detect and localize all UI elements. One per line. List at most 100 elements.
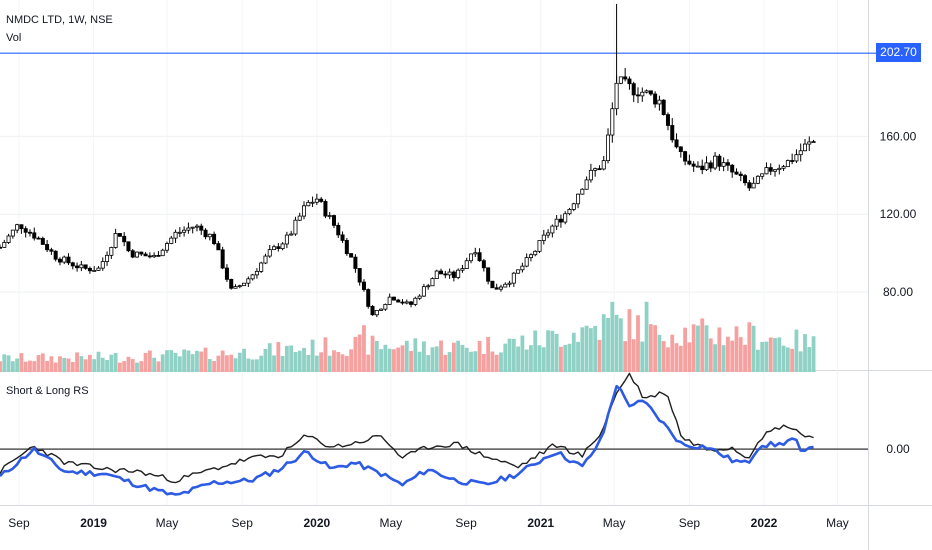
candle-body — [636, 94, 641, 97]
volume-bar — [811, 336, 816, 372]
volume-bar — [422, 341, 426, 372]
volume-bar — [606, 317, 610, 372]
volume-bar — [413, 338, 418, 372]
candle-body — [528, 254, 533, 259]
volume-bar — [143, 352, 148, 372]
candle-body — [798, 150, 803, 156]
volume-bar — [53, 362, 58, 372]
volume-bar — [486, 336, 491, 372]
volume-bar — [79, 356, 84, 372]
candle-body — [451, 271, 456, 278]
volume-bar — [443, 354, 448, 372]
candle-body — [670, 125, 675, 141]
volume-bar — [781, 345, 786, 372]
candle-body — [443, 273, 448, 276]
volume-bar — [182, 349, 187, 372]
candle-body — [601, 160, 606, 170]
candle-body — [122, 235, 127, 243]
candle-body — [57, 258, 62, 263]
volume-bar — [451, 342, 456, 372]
candle-body — [194, 225, 199, 228]
candle-body — [576, 193, 581, 205]
volume-bar — [785, 347, 790, 372]
volume-bar — [537, 345, 542, 372]
candle-body — [391, 296, 396, 301]
volume-bar — [259, 355, 264, 372]
volume-bar — [160, 354, 165, 372]
volume-bar — [32, 361, 37, 372]
volume-bar — [40, 353, 45, 372]
candle-body — [284, 234, 289, 245]
volume-bar — [700, 318, 705, 372]
candle-body — [49, 249, 54, 252]
x-tick-label: 2019 — [80, 516, 107, 530]
volume-bar — [293, 352, 298, 372]
volume-bar — [524, 349, 529, 372]
candle-body — [36, 237, 41, 240]
candle-body — [374, 310, 379, 316]
volume-bar — [730, 340, 735, 372]
volume-bar — [310, 339, 315, 372]
candle-body — [314, 198, 319, 203]
candle-body — [259, 262, 264, 272]
candle-body — [203, 229, 208, 238]
volume-bar — [212, 361, 216, 372]
volume-bar — [195, 350, 199, 372]
candle-body — [272, 246, 277, 251]
x-tick-label: 2022 — [751, 516, 778, 530]
volume-bar — [554, 333, 559, 372]
x-tick-label: Sep — [679, 516, 701, 530]
volume-bar — [494, 354, 499, 372]
candle-body — [417, 295, 422, 299]
volume-bar — [237, 352, 242, 372]
volume-bar — [23, 361, 28, 372]
candle-body — [15, 224, 20, 231]
candle-body — [400, 301, 405, 304]
candle-body — [173, 231, 178, 239]
candle-body — [276, 246, 281, 249]
candle-body — [263, 255, 268, 264]
volume-bar — [190, 354, 195, 372]
candle-body — [486, 267, 491, 282]
candle-body — [105, 254, 110, 262]
candle-body — [790, 160, 795, 162]
volume-bar — [597, 339, 602, 372]
volume-bar — [589, 328, 593, 372]
candle-body — [366, 289, 371, 307]
rs-y-tick-label: 0.00 — [886, 442, 910, 456]
volume-bar — [794, 329, 799, 372]
candle-body — [242, 282, 247, 287]
volume-bar — [272, 355, 276, 372]
candle-body — [143, 253, 148, 257]
candle-body — [83, 264, 88, 269]
volume-bar — [284, 345, 289, 372]
volume-bar — [122, 361, 127, 372]
volume-bar — [653, 325, 658, 372]
candle-body — [807, 141, 812, 145]
volume-bar — [263, 348, 268, 372]
volume-bar — [96, 351, 101, 372]
candle-body — [177, 231, 182, 234]
volume-bar — [147, 350, 152, 372]
candle-body — [717, 155, 722, 167]
candle-body — [280, 243, 285, 249]
volume-bar — [717, 327, 722, 372]
volume-bar — [430, 347, 435, 372]
volume-bar — [507, 338, 512, 372]
volume-bar — [618, 318, 623, 372]
candle-body — [254, 271, 259, 276]
candle-body — [794, 154, 799, 162]
x-tick-label: Sep — [8, 516, 30, 530]
candle-body — [460, 268, 465, 271]
volume-bar — [439, 340, 443, 372]
candle-body — [683, 151, 688, 162]
candle-body — [23, 228, 28, 233]
candle-body — [10, 229, 15, 237]
volume-bar — [229, 354, 234, 372]
candle-body — [571, 203, 576, 210]
volume-bar — [117, 362, 122, 372]
candle-body — [618, 76, 623, 84]
volume-bar — [696, 325, 700, 372]
volume-bar — [250, 359, 255, 372]
